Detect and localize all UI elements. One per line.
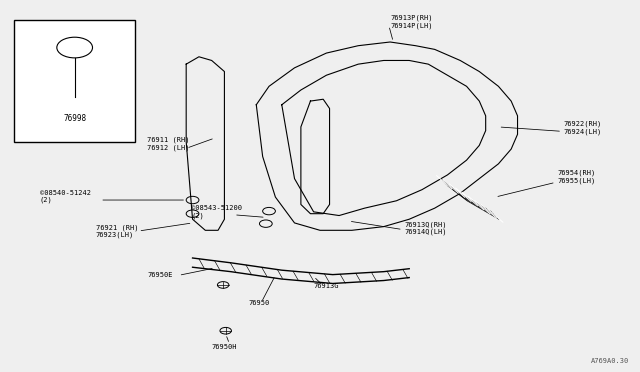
Text: ©08543-51200
(2): ©08543-51200 (2) bbox=[191, 205, 243, 219]
Text: 76998: 76998 bbox=[63, 114, 86, 123]
Bar bbox=[14, 20, 135, 142]
Text: 76911 (RH)
76912 (LH): 76911 (RH) 76912 (LH) bbox=[147, 137, 189, 151]
Circle shape bbox=[220, 327, 232, 334]
Circle shape bbox=[186, 196, 199, 204]
Text: 76950E: 76950E bbox=[148, 272, 173, 278]
Text: 76913Q(RH)
76914Q(LH): 76913Q(RH) 76914Q(LH) bbox=[404, 221, 447, 235]
Text: ©08540-51242
(2): ©08540-51242 (2) bbox=[40, 190, 91, 203]
Circle shape bbox=[262, 208, 275, 215]
Circle shape bbox=[186, 210, 199, 217]
Circle shape bbox=[57, 37, 93, 58]
Circle shape bbox=[218, 282, 229, 288]
Text: 76950: 76950 bbox=[248, 301, 270, 307]
Text: 76921 (RH)
76923(LH): 76921 (RH) 76923(LH) bbox=[96, 224, 138, 238]
Text: 76950H: 76950H bbox=[212, 344, 237, 350]
Circle shape bbox=[259, 220, 272, 227]
Text: 76913G: 76913G bbox=[314, 283, 339, 289]
Text: A769A0.30: A769A0.30 bbox=[591, 358, 629, 364]
Text: 76922(RH)
76924(LH): 76922(RH) 76924(LH) bbox=[563, 121, 602, 135]
Text: 76913P(RH)
76914P(LH): 76913P(RH) 76914P(LH) bbox=[390, 15, 433, 29]
Text: 76954(RH)
76955(LH): 76954(RH) 76955(LH) bbox=[557, 170, 595, 184]
